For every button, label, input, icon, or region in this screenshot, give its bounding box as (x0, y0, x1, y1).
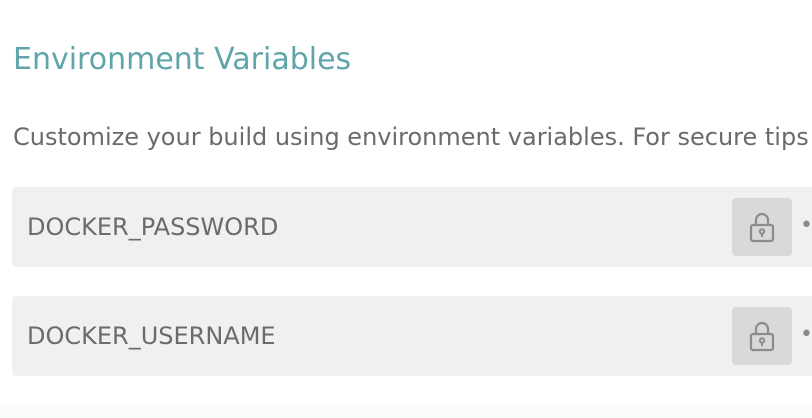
section-title: Environment Variables (13, 42, 352, 77)
section-description: Customize your build using environment v… (13, 123, 812, 151)
env-var-row[interactable]: DOCKER_USERNAME •• (12, 296, 812, 376)
lock-icon (748, 211, 776, 243)
next-row-edge (0, 404, 812, 418)
env-var-masked-value: •• (800, 187, 812, 267)
lock-icon (748, 320, 776, 352)
env-var-name: DOCKER_PASSWORD (27, 213, 279, 241)
env-var-name: DOCKER_USERNAME (27, 322, 276, 350)
secure-lock-button[interactable] (732, 198, 792, 256)
env-var-row[interactable]: DOCKER_PASSWORD •• (12, 187, 812, 267)
env-var-masked-value: •• (800, 296, 812, 376)
secure-lock-button[interactable] (732, 307, 792, 365)
